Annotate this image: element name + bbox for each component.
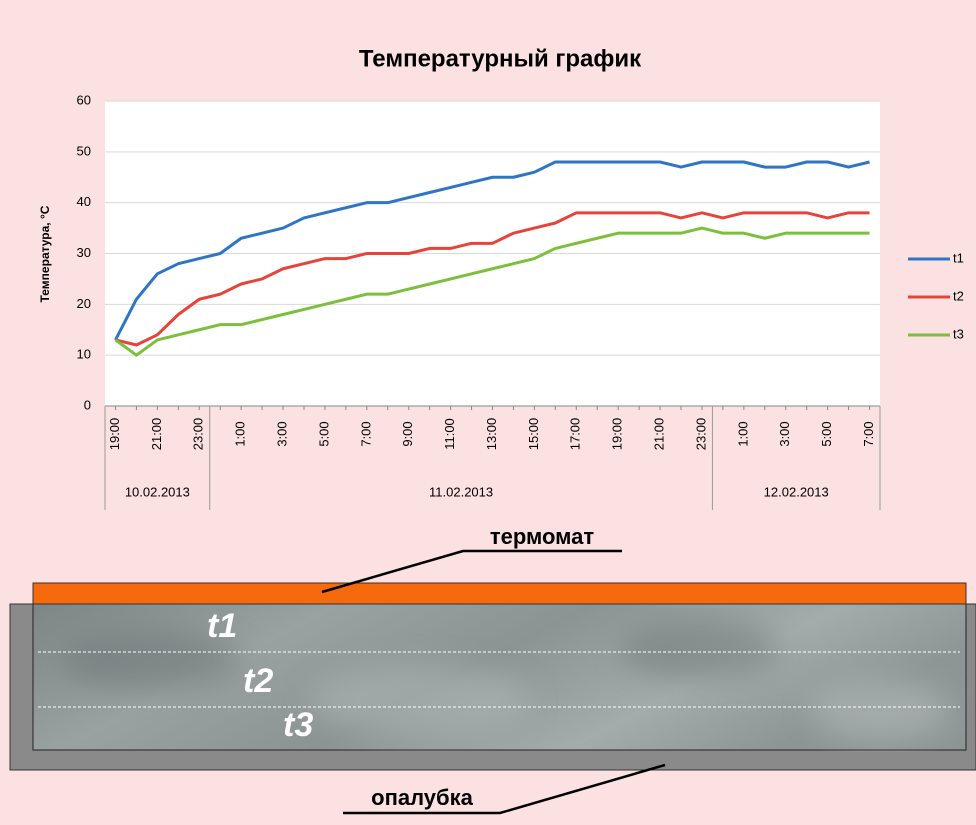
y-tick-label: 10 bbox=[77, 347, 91, 362]
x-tick-label: 23:00 bbox=[693, 418, 708, 451]
layer-label: t3 bbox=[283, 706, 313, 744]
x-tick-label: 21:00 bbox=[149, 418, 164, 451]
layer-label: t2 bbox=[243, 662, 273, 700]
x-tick-label: 19:00 bbox=[107, 418, 122, 451]
x-tick-label: 11:00 bbox=[442, 418, 457, 450]
y-tick-label: 50 bbox=[77, 143, 91, 158]
legend-label: t3 bbox=[953, 326, 964, 341]
x-tick-label: 21:00 bbox=[652, 418, 667, 451]
x-group-label: 10.02.2013 bbox=[125, 484, 190, 499]
x-tick-label: 19:00 bbox=[610, 418, 625, 451]
layer-label: t1 bbox=[207, 607, 237, 645]
y-tick-label: 20 bbox=[77, 296, 91, 311]
y-tick-label: 60 bbox=[77, 92, 91, 107]
chart-title: Температурный график bbox=[359, 45, 642, 72]
page: Температурный график Температура, °C 0 10… bbox=[0, 0, 976, 825]
x-tick-label: 1:00 bbox=[735, 421, 750, 446]
y-tick-label: 40 bbox=[77, 194, 91, 209]
x-tick-label: 23:00 bbox=[191, 418, 206, 451]
mat-label: термомат bbox=[490, 524, 595, 549]
x-tick-label: 5:00 bbox=[819, 421, 834, 446]
x-tick-label: 7:00 bbox=[358, 421, 373, 446]
x-tick-label: 13:00 bbox=[484, 418, 499, 451]
x-group-label: 11.02.2013 bbox=[429, 484, 493, 499]
x-tick-label: 15:00 bbox=[526, 418, 541, 451]
legend-label: t2 bbox=[953, 288, 964, 303]
legend-label: t1 bbox=[953, 250, 964, 265]
x-group-label: 12.02.2013 bbox=[764, 484, 829, 499]
formwork-label: опалубка bbox=[371, 785, 473, 810]
x-tick-label: 1:00 bbox=[233, 421, 248, 446]
x-tick-label: 17:00 bbox=[568, 418, 583, 451]
x-tick-label: 3:00 bbox=[274, 421, 289, 446]
x-tick-label: 3:00 bbox=[777, 421, 792, 446]
y-axis-label: Температура, °C bbox=[38, 205, 52, 302]
x-tick-label: 9:00 bbox=[400, 421, 415, 446]
x-tick-label: 5:00 bbox=[316, 421, 331, 446]
x-tick-label: 7:00 bbox=[861, 421, 876, 446]
y-tick-label: 0 bbox=[84, 397, 91, 412]
y-tick-label: 30 bbox=[77, 245, 91, 260]
thermomat bbox=[33, 583, 966, 604]
